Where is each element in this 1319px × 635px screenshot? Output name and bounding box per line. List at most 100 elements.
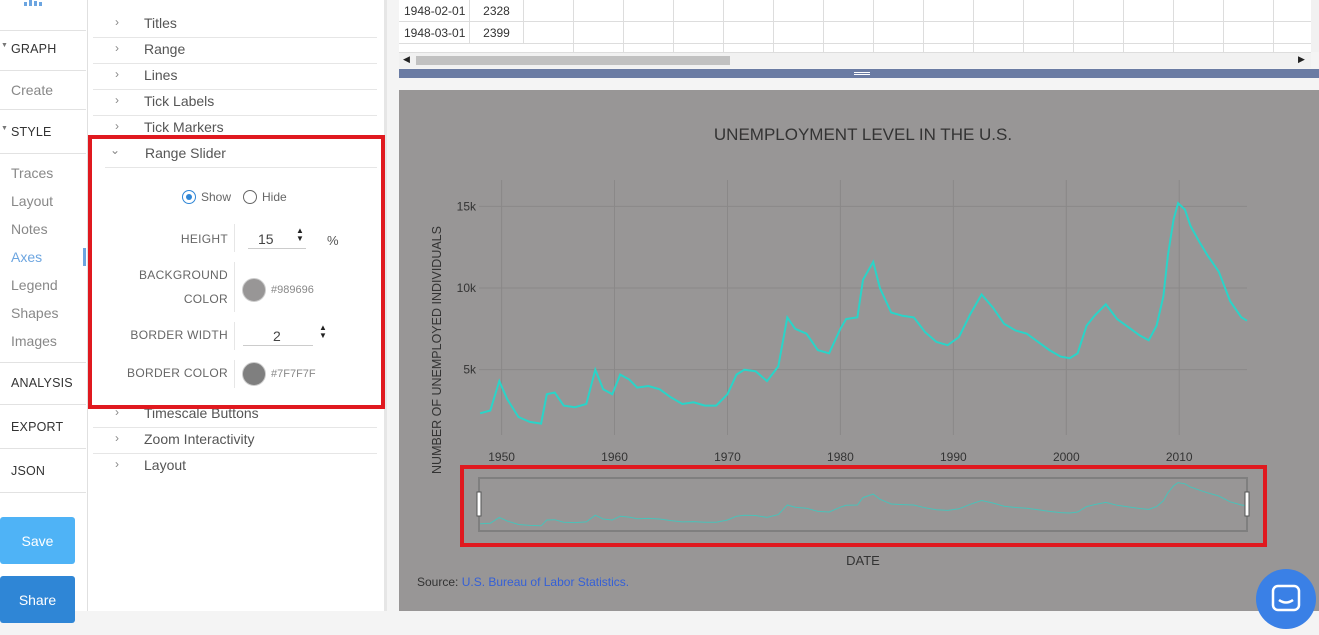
table-cell[interactable] (824, 22, 874, 44)
table-cell[interactable] (1224, 22, 1274, 44)
chart-title: UNEMPLOYMENT LEVEL IN THE U.S. (714, 125, 1012, 144)
table-cell[interactable] (574, 22, 624, 44)
table-cell[interactable] (574, 0, 624, 22)
table-cell[interactable] (1224, 0, 1274, 22)
table-cell[interactable] (624, 22, 674, 44)
table-cell[interactable] (724, 0, 774, 22)
table-cell[interactable] (1024, 22, 1074, 44)
table-cell[interactable] (974, 22, 1024, 44)
table-cell[interactable] (924, 44, 974, 52)
table-cell[interactable] (624, 44, 674, 52)
nav-item-shapes[interactable]: Shapes (11, 305, 59, 321)
table-cell[interactable] (674, 44, 724, 52)
height-input[interactable]: 15 ▲ ▼ (248, 226, 306, 249)
table-cell[interactable] (974, 44, 1024, 52)
accordion-lines[interactable]: › Lines (93, 63, 377, 90)
table-cell[interactable] (1274, 0, 1311, 22)
range-slider-right-handle[interactable] (1244, 491, 1250, 517)
accordion-timescale-buttons[interactable]: › Timescale Buttons (93, 401, 377, 428)
table-cell[interactable] (1224, 44, 1274, 52)
accordion-zoom-interactivity[interactable]: › Zoom Interactivity (93, 427, 377, 454)
table-cell[interactable]: 1948-03-01 (399, 22, 470, 44)
range-slider-left-handle[interactable] (476, 491, 482, 517)
scroll-right-icon[interactable]: ▶ (1298, 54, 1305, 64)
panel-scrollbar[interactable] (384, 0, 387, 611)
chat-launcher[interactable] (1256, 569, 1316, 629)
table-cell[interactable] (524, 22, 574, 44)
table-cell[interactable] (574, 44, 624, 52)
scroll-thumb[interactable] (416, 56, 730, 65)
x-tick-label: 1960 (601, 450, 628, 464)
table-cell[interactable] (974, 0, 1024, 22)
nav-item-create[interactable]: Create (11, 82, 54, 98)
chevron-right-icon: › (115, 67, 119, 81)
table-cell[interactable] (824, 44, 874, 52)
nav-item-notes[interactable]: Notes (11, 221, 48, 237)
table-horizontal-scrollbar[interactable]: ◀ ▶ (399, 53, 1311, 68)
range-slider[interactable] (478, 477, 1248, 532)
chart-area[interactable]: UNEMPLOYMENT LEVEL IN THE U.S. NUMBER OF… (399, 90, 1319, 611)
accordion-range-slider[interactable]: ⌄ Range Slider (105, 141, 377, 168)
table-cell[interactable] (874, 44, 924, 52)
table-cell[interactable] (1024, 0, 1074, 22)
bg-color-swatch[interactable] (242, 278, 266, 302)
accordion-tick-markers[interactable]: › Tick Markers (115, 119, 224, 135)
table-cell[interactable] (874, 22, 924, 44)
chevron-right-icon: › (115, 431, 119, 445)
save-button[interactable]: Save (0, 517, 75, 564)
accordion-tick-labels[interactable]: › Tick Labels (93, 89, 377, 116)
table-cell[interactable] (724, 44, 774, 52)
table-cell[interactable] (1174, 0, 1224, 22)
table-cell[interactable] (1074, 0, 1124, 22)
nav-item-legend[interactable]: Legend (11, 277, 58, 293)
accordion-layout[interactable]: › Layout (115, 457, 187, 473)
line-chart[interactable]: UNEMPLOYMENT LEVEL IN THE U.S. NUMBER OF… (399, 90, 1319, 611)
stepper-icon[interactable]: ▲ ▼ (296, 226, 304, 243)
nav-item-traces[interactable]: Traces (11, 165, 54, 181)
source-link[interactable]: U.S. Bureau of Labor Statistics. (461, 575, 630, 589)
table-cell[interactable] (524, 44, 574, 52)
table-cell[interactable] (1274, 22, 1311, 44)
table-cell[interactable] (924, 22, 974, 44)
table-cell[interactable] (774, 22, 824, 44)
nav-item-layout[interactable]: Layout (11, 193, 54, 209)
table-cell[interactable] (774, 44, 824, 52)
accordion-range[interactable]: › Range (93, 37, 377, 64)
hide-radio[interactable] (243, 190, 257, 204)
table-cell[interactable] (674, 0, 724, 22)
table-cell[interactable] (1124, 44, 1174, 52)
nav-item-axes[interactable]: Axes (11, 249, 43, 265)
table-cell[interactable] (1274, 44, 1311, 52)
table-cell[interactable] (1074, 44, 1124, 52)
table-cell[interactable] (1024, 44, 1074, 52)
chat-icon (1271, 584, 1301, 612)
chevron-right-icon: › (115, 15, 119, 29)
table-cell[interactable] (824, 0, 874, 22)
table-cell[interactable] (624, 0, 674, 22)
table-cell[interactable] (1124, 22, 1174, 44)
table-cell[interactable] (724, 22, 774, 44)
table-cell[interactable] (1174, 22, 1224, 44)
border-width-input[interactable]: 2 ▲ ▼ (243, 324, 327, 346)
table-cell[interactable] (674, 22, 724, 44)
nav-item-images[interactable]: Images (11, 333, 57, 349)
table-cell[interactable]: 2328 (470, 0, 524, 22)
table-cell[interactable] (774, 0, 824, 22)
stepper-icon[interactable]: ▲ ▼ (319, 323, 327, 340)
table-cell[interactable] (1074, 22, 1124, 44)
table-cell[interactable] (524, 0, 574, 22)
border-color-swatch[interactable] (242, 362, 266, 386)
table-cell[interactable] (1174, 44, 1224, 52)
style-panel: › Titles › Range › Lines › Tick Labels › Tick… (88, 0, 384, 611)
pane-splitter[interactable] (399, 69, 1319, 78)
hide-radio-label: Hide (262, 190, 287, 204)
table-cell[interactable] (1124, 0, 1174, 22)
share-button[interactable]: Share (0, 576, 75, 623)
accordion-titles[interactable]: › Titles (93, 11, 377, 38)
table-cell[interactable]: 1948-02-01 (399, 0, 470, 22)
show-radio[interactable] (182, 190, 196, 204)
scroll-left-icon[interactable]: ◀ (403, 54, 410, 64)
table-cell[interactable] (874, 0, 924, 22)
table-cell[interactable]: 2399 (470, 22, 524, 44)
table-cell[interactable] (924, 0, 974, 22)
